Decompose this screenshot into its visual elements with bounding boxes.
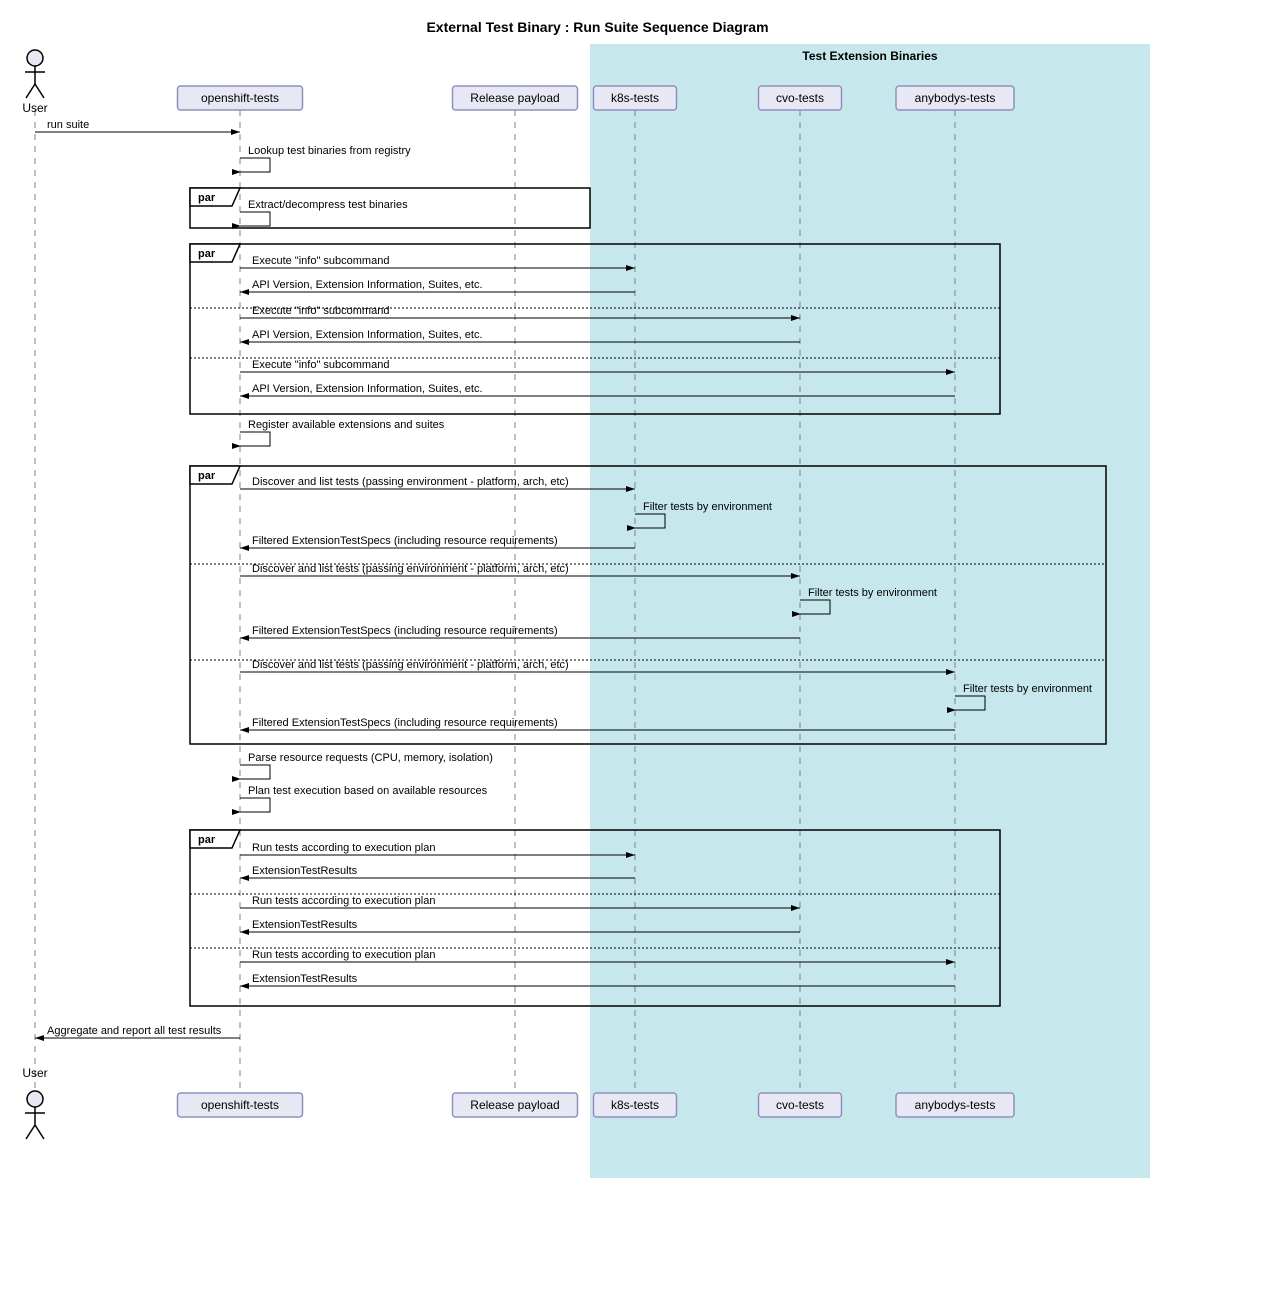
svg-text:API Version, Extension Informa: API Version, Extension Information, Suit… (252, 383, 483, 395)
svg-text:k8s-tests: k8s-tests (611, 91, 659, 105)
svg-text:cvo-tests: cvo-tests (776, 1098, 824, 1112)
svg-text:Discover and list tests (passi: Discover and list tests (passing environ… (252, 659, 569, 671)
svg-text:Plan test execution based on a: Plan test execution based on available r… (248, 785, 488, 797)
svg-text:par: par (198, 834, 216, 846)
svg-text:API Version, Extension Informa: API Version, Extension Information, Suit… (252, 279, 483, 291)
svg-text:Test Extension Binaries: Test Extension Binaries (802, 49, 937, 63)
svg-text:Release payload: Release payload (470, 1098, 559, 1112)
msg-self-9 (240, 432, 270, 446)
actor-user-top: User (22, 50, 47, 115)
svg-text:ExtensionTestResults: ExtensionTestResults (252, 919, 358, 931)
svg-text:run suite: run suite (47, 119, 89, 131)
svg-text:Execute "info" subcommand: Execute "info" subcommand (252, 359, 389, 371)
svg-text:Parse resource requests (CPU,: Parse resource requests (CPU, memory, is… (248, 752, 493, 764)
msg-self-2 (240, 212, 270, 226)
svg-text:Aggregate and report all test: Aggregate and report all test results (47, 1025, 222, 1037)
svg-text:Filtered ExtensionTestSpecs (i: Filtered ExtensionTestSpecs (including r… (252, 625, 558, 637)
svg-text:par: par (198, 248, 216, 260)
sequence-diagram: External Test Binary : Run Suite Sequenc… (10, 10, 1275, 1282)
svg-text:Lookup test binaries from regi: Lookup test binaries from registry (248, 145, 411, 157)
svg-text:Run tests according to executi: Run tests according to execution plan (252, 895, 435, 907)
svg-text:External Test Binary : Run Sui: External Test Binary : Run Suite Sequenc… (426, 19, 768, 35)
svg-text:User: User (22, 101, 47, 115)
svg-text:cvo-tests: cvo-tests (776, 91, 824, 105)
svg-text:API Version, Extension Informa: API Version, Extension Information, Suit… (252, 329, 483, 341)
svg-text:Run tests according to executi: Run tests according to execution plan (252, 949, 435, 961)
svg-text:Discover and list tests (passi: Discover and list tests (passing environ… (252, 563, 569, 575)
svg-text:Execute "info" subcommand: Execute "info" subcommand (252, 255, 389, 267)
svg-text:Filter tests by environment: Filter tests by environment (643, 501, 772, 513)
svg-text:Extract/decompress test binari: Extract/decompress test binaries (248, 199, 408, 211)
svg-text:openshift-tests: openshift-tests (201, 1098, 279, 1112)
svg-text:ExtensionTestResults: ExtensionTestResults (252, 973, 358, 985)
msg-self-20 (240, 798, 270, 812)
svg-text:Filtered ExtensionTestSpecs (i: Filtered ExtensionTestSpecs (including r… (252, 717, 558, 729)
msg-self-19 (240, 765, 270, 779)
svg-text:k8s-tests: k8s-tests (611, 1098, 659, 1112)
svg-text:par: par (198, 192, 216, 204)
svg-text:User: User (22, 1066, 47, 1080)
svg-text:openshift-tests: openshift-tests (201, 91, 279, 105)
svg-text:Release payload: Release payload (470, 91, 559, 105)
svg-text:anybodys-tests: anybodys-tests (915, 91, 996, 105)
actor-user-bottom (25, 1091, 45, 1139)
svg-text:Discover and list tests (passi: Discover and list tests (passing environ… (252, 476, 569, 488)
svg-text:Execute "info" subcommand: Execute "info" subcommand (252, 305, 389, 317)
svg-text:Filtered ExtensionTestSpecs (i: Filtered ExtensionTestSpecs (including r… (252, 535, 558, 547)
svg-text:Filter tests by environment: Filter tests by environment (963, 683, 1092, 695)
svg-text:Filter tests by environment: Filter tests by environment (808, 587, 937, 599)
svg-text:Run tests according to executi: Run tests according to execution plan (252, 842, 435, 854)
msg-self-1 (240, 158, 270, 172)
svg-text:par: par (198, 470, 216, 482)
svg-text:ExtensionTestResults: ExtensionTestResults (252, 865, 358, 877)
svg-text:Register available extensions: Register available extensions and suites (248, 419, 445, 431)
svg-text:anybodys-tests: anybodys-tests (915, 1098, 996, 1112)
box-test-extension-binaries (590, 44, 1150, 1178)
